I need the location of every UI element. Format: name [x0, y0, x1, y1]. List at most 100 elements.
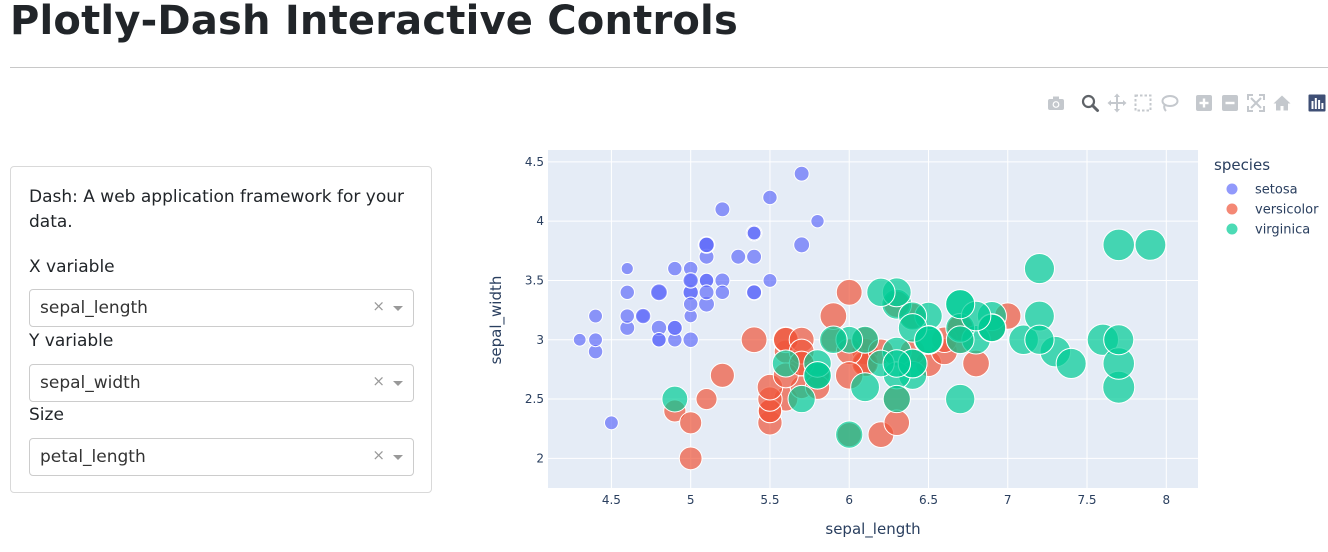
point-versicolor[interactable]	[835, 278, 863, 306]
x-variable-value: sepal_length	[40, 298, 148, 318]
point-setosa[interactable]	[588, 308, 604, 324]
point-virginica[interactable]	[1023, 253, 1056, 285]
camera-icon[interactable]	[1045, 92, 1067, 114]
point-setosa[interactable]	[682, 296, 699, 312]
y-tick-label: 2.5	[525, 392, 544, 406]
point-setosa[interactable]	[588, 332, 604, 348]
point-virginica[interactable]	[945, 325, 975, 355]
point-virginica[interactable]	[945, 289, 976, 320]
x-tick-label: 7.5	[1077, 493, 1096, 507]
point-setosa[interactable]	[603, 415, 619, 431]
point-virginica[interactable]	[945, 383, 976, 415]
chevron-down-icon[interactable]	[393, 455, 403, 460]
reset-axes-icon[interactable]	[1271, 92, 1293, 114]
point-virginica[interactable]	[850, 372, 880, 403]
point-setosa[interactable]	[810, 213, 825, 229]
y-variable-label: Y variable	[29, 331, 114, 351]
lasso-icon[interactable]	[1158, 92, 1180, 114]
point-setosa[interactable]	[666, 319, 683, 336]
clear-icon[interactable]: ×	[372, 297, 385, 315]
point-versicolor[interactable]	[819, 302, 848, 330]
point-setosa[interactable]	[730, 248, 747, 265]
x-tick-label: 5	[687, 493, 695, 507]
point-versicolor[interactable]	[678, 446, 703, 471]
point-setosa[interactable]	[572, 332, 587, 347]
point-setosa[interactable]	[619, 284, 635, 301]
point-setosa[interactable]	[667, 260, 683, 277]
scatter-chart[interactable]: 4.5 5 5.5 6 6.5 7 7.5 8 2 2.5 3 3.5 4 4.5 sepal_leng…	[470, 140, 1328, 552]
x-tick-label: 4.5	[602, 493, 621, 507]
legend-label-versicolor[interactable]: versicolor	[1255, 203, 1319, 218]
point-setosa[interactable]	[650, 283, 668, 302]
legend: species setosa versicolor virginica	[1214, 156, 1319, 238]
point-setosa[interactable]	[682, 272, 699, 289]
point-virginica[interactable]	[787, 384, 816, 414]
point-virginica[interactable]	[1103, 324, 1135, 356]
legend-title: species	[1214, 156, 1270, 174]
point-virginica[interactable]	[866, 277, 896, 307]
y-tick-label: 3.5	[525, 273, 544, 287]
size-value: petal_length	[40, 447, 146, 467]
x-variable-dropdown[interactable]: sepal_length ×	[29, 289, 414, 327]
point-virginica[interactable]	[835, 420, 864, 449]
pan-icon[interactable]	[1106, 92, 1128, 114]
point-virginica[interactable]	[882, 349, 912, 378]
point-virginica[interactable]	[1024, 324, 1055, 355]
point-setosa[interactable]	[793, 165, 810, 182]
point-setosa[interactable]	[651, 332, 667, 348]
controls-card: Dash: A web application framework for yo…	[10, 166, 432, 493]
point-setosa[interactable]	[698, 236, 715, 254]
point-virginica[interactable]	[771, 349, 800, 378]
page-title: Plotly-Dash Interactive Controls	[10, 0, 738, 44]
point-virginica[interactable]	[1134, 228, 1167, 261]
point-setosa[interactable]	[793, 236, 811, 254]
point-virginica[interactable]	[819, 325, 848, 355]
point-setosa[interactable]	[620, 262, 634, 276]
x-tick-label: 5.5	[760, 493, 779, 507]
x-tick-label: 6	[845, 493, 853, 507]
point-versicolor[interactable]	[695, 388, 718, 411]
autoscale-icon[interactable]	[1245, 92, 1267, 114]
size-dropdown[interactable]: petal_length ×	[29, 438, 414, 476]
chevron-down-icon[interactable]	[393, 306, 403, 311]
point-setosa[interactable]	[634, 307, 652, 325]
point-virginica[interactable]	[1102, 228, 1136, 262]
point-virginica[interactable]	[914, 325, 943, 355]
y-axis-title: sepal_width	[487, 276, 506, 365]
point-versicolor[interactable]	[679, 411, 703, 435]
point-setosa[interactable]	[762, 189, 778, 206]
point-virginica[interactable]	[661, 385, 689, 413]
legend-marker-virginica[interactable]	[1226, 223, 1238, 235]
plotly-logo-icon[interactable]	[1306, 92, 1328, 114]
point-setosa[interactable]	[746, 284, 763, 301]
point-setosa[interactable]	[714, 201, 731, 218]
zoom-in-icon[interactable]	[1193, 92, 1215, 114]
legend-label-virginica[interactable]: virginica	[1255, 223, 1310, 238]
size-label: Size	[29, 405, 64, 425]
legend-label-setosa[interactable]: setosa	[1255, 183, 1298, 198]
point-setosa[interactable]	[762, 273, 778, 288]
point-virginica[interactable]	[803, 361, 832, 390]
legend-marker-versicolor[interactable]	[1226, 203, 1238, 215]
point-setosa[interactable]	[746, 248, 763, 265]
point-setosa[interactable]	[714, 284, 731, 301]
legend-marker-setosa[interactable]	[1226, 183, 1238, 195]
clear-icon[interactable]: ×	[372, 446, 385, 464]
chevron-down-icon[interactable]	[393, 381, 403, 386]
point-virginica[interactable]	[1055, 347, 1087, 380]
description-text: Dash: A web application framework for yo…	[29, 187, 404, 232]
point-versicolor[interactable]	[709, 362, 735, 388]
zoom-icon[interactable]	[1079, 92, 1101, 114]
point-setosa[interactable]	[746, 225, 762, 241]
y-variable-dropdown[interactable]: sepal_width ×	[29, 364, 414, 402]
point-setosa[interactable]	[682, 331, 699, 348]
box-select-icon[interactable]	[1132, 92, 1154, 114]
point-setosa[interactable]	[698, 284, 715, 301]
point-versicolor[interactable]	[883, 409, 911, 437]
point-versicolor[interactable]	[740, 326, 768, 354]
point-setosa[interactable]	[619, 308, 635, 324]
point-virginica[interactable]	[882, 384, 911, 414]
clear-icon[interactable]: ×	[372, 372, 385, 390]
x-tick-label: 8	[1162, 493, 1170, 507]
zoom-out-icon[interactable]	[1219, 92, 1241, 114]
